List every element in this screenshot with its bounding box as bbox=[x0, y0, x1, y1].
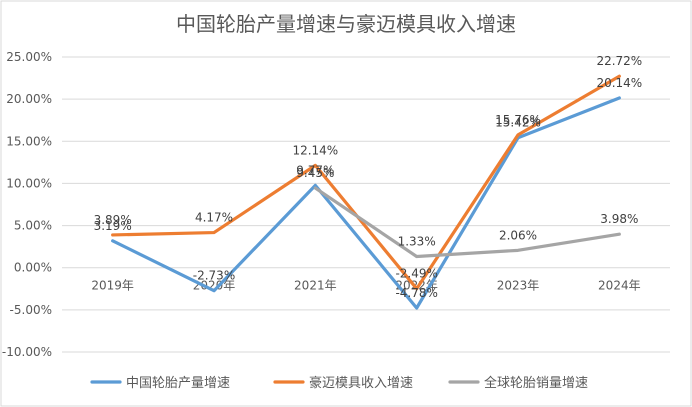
data-label: 9.77% bbox=[296, 163, 334, 177]
y-tick-label: 10.00% bbox=[6, 176, 52, 190]
legend-label: 中国轮胎产量增速 bbox=[126, 376, 230, 391]
data-label: 3.19% bbox=[94, 219, 132, 233]
series-line-1 bbox=[111, 96, 621, 310]
data-label: 15.42% bbox=[495, 116, 541, 130]
x-tick-label: 2019年 bbox=[91, 279, 134, 293]
data-label: -2.49% bbox=[395, 267, 437, 281]
y-tick-label: 15.00% bbox=[6, 134, 52, 148]
data-label: 1.33% bbox=[398, 235, 436, 249]
legend-label: 豪迈模具收入增速 bbox=[309, 375, 413, 391]
data-label: 12.14% bbox=[292, 143, 338, 157]
y-tick-label: 20.00% bbox=[6, 92, 52, 106]
data-label: 15.76% bbox=[495, 113, 541, 127]
data-label: 20.14% bbox=[596, 76, 642, 90]
series-lines bbox=[111, 74, 621, 310]
series-line-3 bbox=[313, 186, 621, 259]
data-labels: 3.19% -2.73% 9.77% -4.78% 15.42% 20.14% 3.89% 4… bbox=[94, 54, 643, 300]
data-label: 4.17% bbox=[195, 211, 233, 225]
data-label: 3.98% bbox=[600, 212, 638, 226]
x-tick-label: 2021年 bbox=[294, 279, 337, 293]
data-label: 2.06% bbox=[499, 228, 537, 242]
series-line-2 bbox=[111, 74, 621, 291]
legend: 中国轮胎产量增速 豪迈模具收入增速 全球轮胎销量增速 bbox=[90, 375, 588, 391]
data-label: -4.78% bbox=[395, 286, 437, 300]
data-label: 3.89% bbox=[94, 213, 132, 227]
y-axis-tick-labels: -10.00% -5.00% 0.00% 5.00% 10.00% 15.00% 20.00… bbox=[2, 50, 52, 359]
y-tick-label: 0.00% bbox=[14, 261, 52, 275]
chart-title: 中国轮胎产量增速与豪迈模具收入增速 bbox=[176, 12, 516, 36]
legend-label: 全球轮胎销量增速 bbox=[484, 375, 588, 391]
y-tick-label: -10.00% bbox=[2, 345, 52, 359]
x-tick-label: 2020年 bbox=[193, 279, 236, 293]
y-tick-label: 25.00% bbox=[6, 50, 52, 64]
data-label: 9.45% bbox=[296, 166, 334, 180]
data-label: 22.72% bbox=[596, 54, 642, 68]
y-tick-label: 5.00% bbox=[14, 219, 52, 233]
gridlines bbox=[62, 56, 670, 353]
x-tick-label: 2024年 bbox=[598, 279, 641, 293]
y-tick-label: -5.00% bbox=[10, 303, 52, 317]
x-tick-label: 2023年 bbox=[497, 279, 540, 293]
data-label: -2.73% bbox=[193, 269, 235, 283]
